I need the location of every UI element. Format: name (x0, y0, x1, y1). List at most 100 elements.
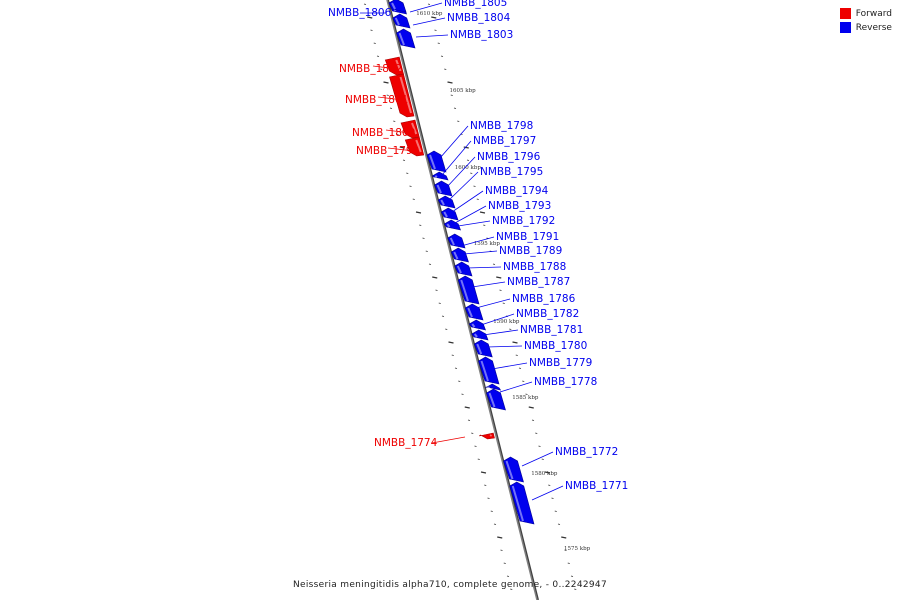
gene-label[interactable]: NMBB_1789 (499, 245, 562, 257)
reverse-swatch (839, 22, 851, 33)
gene-label[interactable]: NMBB_1802 (339, 63, 402, 75)
legend-forward-label: Forward (855, 8, 892, 19)
tick-right (557, 523, 561, 525)
gene-label[interactable]: NMBB_1801 (345, 94, 408, 106)
gene-block-nmbb-1789[interactable] (454, 261, 473, 277)
tick-right (570, 575, 574, 577)
gene-block-nmbb-1782[interactable] (471, 329, 489, 341)
gene-block-nmbb-1805[interactable] (388, 0, 407, 13)
legend-reverse: Reverse (839, 22, 892, 33)
gene-block-nmbb-1778[interactable] (486, 388, 506, 411)
gene-label[interactable]: NMBB_1772 (555, 446, 618, 458)
gene-label[interactable]: NMBB_1780 (524, 340, 587, 352)
gene-label[interactable]: NMBB_1774 (374, 437, 438, 449)
tick-left (461, 393, 464, 395)
tick-right (567, 562, 570, 564)
gene-block-nmbb-1781[interactable] (473, 339, 493, 358)
gene-highlight (440, 199, 445, 206)
gene-label[interactable]: NMBB_1782 (516, 308, 579, 320)
gene-block-nmbb-1772[interactable] (503, 456, 524, 483)
tick-left (386, 94, 389, 96)
gene-block-nmbb-1804[interactable] (392, 13, 411, 29)
tick-left (432, 276, 438, 279)
gene-label[interactable]: NMBB_1803 (450, 29, 513, 41)
gene-highlight (434, 175, 438, 178)
tick-right (554, 510, 557, 512)
kbp-tick-label: 1580 kbp (531, 471, 558, 477)
gene-block-nmbb-1774[interactable] (479, 432, 495, 440)
tick-left (451, 354, 454, 356)
gene-label[interactable]: NMBB_1794 (485, 185, 549, 197)
tick-left (506, 575, 510, 577)
gene-leader-line (499, 381, 533, 393)
gene-label[interactable]: NMBB_1779 (529, 357, 592, 369)
tick-left (399, 146, 405, 149)
gene-highlight (488, 392, 496, 408)
tick-right (528, 406, 534, 409)
gene-label[interactable]: NMBB_1793 (488, 200, 551, 212)
gene-block-nmbb-1797[interactable] (431, 171, 449, 181)
tick-right (453, 107, 457, 109)
gene-label[interactable]: NMBB_1805 (444, 0, 507, 9)
gene-label[interactable]: NMBB_1771 (565, 480, 628, 492)
tick-right (538, 445, 541, 447)
tick-right (470, 172, 473, 174)
gene-label[interactable]: NMBB_1781 (520, 324, 583, 336)
tick-right (548, 484, 551, 486)
gene-block-nmbb-1791[interactable] (450, 247, 469, 263)
tick-left (477, 458, 480, 460)
gene-block-nmbb-1799[interactable] (404, 136, 425, 157)
gene-leader-line (457, 220, 491, 227)
kbp-tick-label: 1585 kbp (512, 395, 539, 401)
gene-block-nmbb-1779[interactable] (485, 383, 502, 391)
tick-left (376, 55, 380, 57)
gene-block-nmbb-1780[interactable] (478, 356, 500, 385)
gene-leader-line (439, 125, 469, 159)
gene-label[interactable]: NMBB_1796 (477, 151, 541, 163)
gene-highlight (489, 434, 493, 437)
gene-label[interactable]: NMBB_1787 (507, 276, 570, 288)
gene-label[interactable]: NMBB_1792 (492, 215, 555, 227)
gene-block-nmbb-1803[interactable] (396, 28, 416, 49)
gene-label[interactable]: NMBB_1791 (496, 231, 559, 243)
tick-left (425, 250, 428, 252)
gene-label[interactable]: NMBB_1806 (328, 7, 392, 19)
tick-right (512, 341, 518, 344)
gene-label[interactable]: NMBB_1778 (534, 376, 597, 388)
gene-block-nmbb-1786[interactable] (468, 319, 486, 331)
gene-highlight (443, 211, 448, 218)
tick-right (496, 276, 502, 279)
tick-right (434, 29, 437, 31)
gene-block-nmbb-1788[interactable] (457, 275, 480, 305)
gene-block-nmbb-1792[interactable] (447, 233, 466, 249)
gene-label[interactable]: NMBB_1795 (480, 166, 543, 178)
gene-label[interactable]: NMBB_1788 (503, 261, 566, 273)
gene-block-nmbb-1796[interactable] (434, 180, 453, 197)
gene-highlight (480, 360, 489, 382)
tick-left (412, 198, 415, 200)
gene-highlight (395, 59, 402, 72)
gene-highlight (505, 460, 514, 480)
gene-block-nmbb-1801[interactable] (389, 73, 415, 118)
tick-left (445, 328, 448, 330)
gene-highlight (446, 223, 451, 228)
tick-right (541, 458, 544, 460)
gene-block-nmbb-1794[interactable] (440, 207, 459, 221)
gene-block-nmbb-1800[interactable] (400, 119, 420, 139)
gene-label[interactable]: NMBB_1800 (352, 127, 415, 139)
gene-highlight (398, 32, 405, 46)
gene-label[interactable]: NMBB_1804 (447, 12, 511, 24)
tick-right (463, 146, 469, 149)
gene-block-nmbb-1771[interactable] (509, 481, 535, 525)
gene-highlight (460, 279, 469, 302)
gene-block-nmbb-1795[interactable] (437, 195, 456, 209)
gene-label[interactable]: NMBB_1798 (470, 120, 533, 132)
gene-block-nmbb-1793[interactable] (443, 219, 461, 231)
gene-label[interactable]: NMBB_1797 (473, 135, 536, 147)
gene-label[interactable]: NMBB_1799 (356, 145, 419, 157)
tick-left (464, 406, 470, 409)
gene-block-nmbb-1802[interactable] (384, 56, 404, 76)
tick-left (422, 237, 425, 239)
gene-leader-line (445, 156, 476, 189)
gene-label[interactable]: NMBB_1786 (512, 293, 576, 305)
